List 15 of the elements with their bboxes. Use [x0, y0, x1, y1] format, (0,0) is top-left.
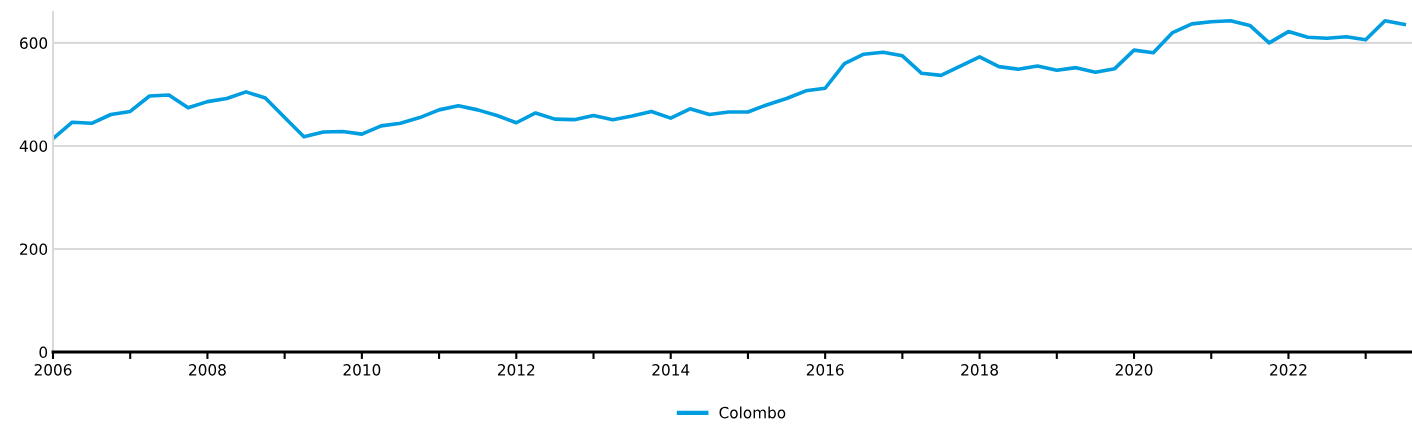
y-tick-label: 600 [20, 37, 48, 49]
y-tick-label: 0 [39, 346, 48, 359]
x-tick-label: 2006 [34, 364, 72, 376]
x-tick-label: 2012 [497, 364, 535, 376]
x-tick-label: 2020 [1115, 364, 1153, 376]
legend-label: Colombo [719, 406, 786, 419]
x-tick-label: 2016 [806, 364, 844, 376]
x-tick-label: 2018 [961, 364, 998, 376]
y-tick-label: 400 [19, 140, 48, 152]
x-tick-label: 2022 [1270, 364, 1307, 376]
x-tick-label: 2014 [652, 364, 690, 376]
y-tick-label: 200 [20, 243, 48, 255]
line-series [53, 18, 1407, 141]
x-tick-label: 2010 [343, 364, 381, 376]
x-tick-label: 2008 [189, 364, 226, 376]
